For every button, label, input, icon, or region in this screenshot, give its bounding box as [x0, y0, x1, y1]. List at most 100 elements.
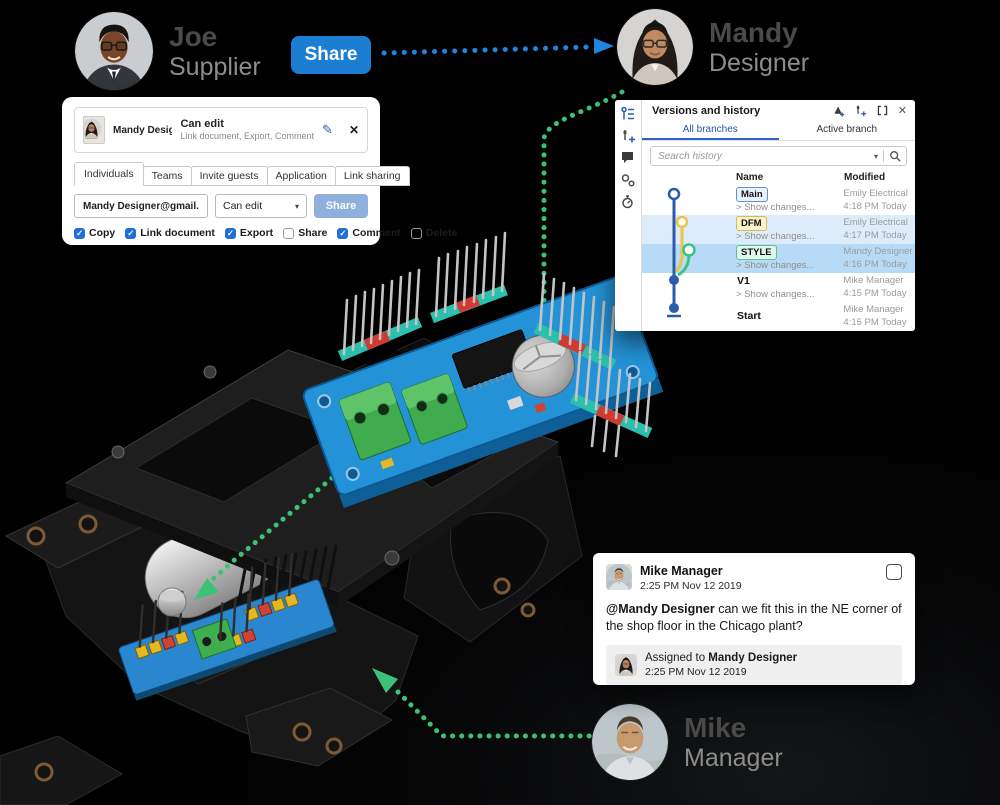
checkbox-export[interactable]: ✓ Export [224, 227, 273, 239]
joe-avatar [75, 12, 153, 90]
search-history-input[interactable] [656, 149, 869, 163]
comment-author: Mike Manager [640, 564, 723, 578]
shared-user-name: Mandy Designer@gmail.... [113, 124, 173, 136]
checkbox-box: ✓ [337, 227, 349, 239]
resolve-comment-checkbox[interactable] [886, 564, 902, 580]
version-badge: DFM [736, 216, 767, 232]
checkbox-copy[interactable]: ✓ Copy [74, 227, 115, 239]
checkbox-box: ✓ [410, 227, 422, 239]
remove-user-icon[interactable]: ✕ [348, 123, 359, 137]
checkbox-label: Copy [89, 227, 116, 239]
timer-icon[interactable] [620, 194, 636, 210]
version-row-v1[interactable]: V1 > Show changes... Mike Manager 4:15 PM… [642, 273, 915, 302]
version-badge: Main [736, 187, 768, 203]
assignment-box: Assigned to Mandy Designer 2:25 PM Nov 1… [606, 644, 902, 686]
shared-user-permission-details: Link document, Export, Comment [180, 131, 315, 142]
version-row-dfm[interactable]: DFM > Show changes... Emily Electrical 4:… [642, 215, 915, 244]
tab-label: Link sharing [343, 170, 401, 182]
checkbox-box: ✓ [74, 227, 85, 239]
dark-pin-row [236, 544, 338, 608]
mike-last-name: Manager [684, 743, 783, 772]
tab-label: Invite guests [199, 170, 259, 182]
divider [883, 150, 884, 162]
tab-invite-guests[interactable]: Invite guests [190, 166, 268, 186]
version-badge: V1 [737, 275, 750, 288]
mandy-thumb-avatar [83, 116, 105, 144]
checkbox-box: ✓ [283, 227, 295, 239]
column-modified: Modified [844, 172, 886, 184]
checkbox-delete[interactable]: ✓Delete [410, 227, 457, 239]
caret-down-icon: ▾ [294, 201, 299, 211]
show-changes-link[interactable]: > Show changes... [736, 231, 815, 243]
tab-link-sharing[interactable]: Link sharing [334, 166, 410, 186]
assignment-prefix: Assigned to [645, 651, 709, 664]
checkbox-label: Link document [140, 227, 215, 239]
version-badge: STYLE [736, 245, 777, 261]
share-arrow [381, 38, 614, 56]
mike-first-name: Mike [684, 712, 747, 744]
comments-icon[interactable] [620, 150, 636, 166]
create-version-icon[interactable] [620, 128, 636, 144]
checkbox-box: ✓ [125, 227, 137, 239]
mandy-avatar [617, 9, 693, 85]
search-icon[interactable] [889, 150, 901, 162]
panel-title: Versions and history [652, 104, 761, 117]
show-changes-link[interactable]: > Show changes... [736, 260, 815, 272]
checkbox-label: Share [298, 227, 328, 239]
checkbox-share[interactable]: ✓Share [283, 227, 327, 239]
tab-individuals[interactable]: Individuals [74, 162, 144, 186]
tab-all-branches[interactable]: All branches [642, 121, 779, 141]
branch-tabs: All branches Active branch [642, 121, 916, 142]
connector-pcb-to-internal-board [209, 387, 439, 583]
tab-label: Individuals [84, 168, 134, 180]
assignee-name: Mandy Designer [708, 651, 798, 664]
dialog-share-button[interactable]: Share [314, 194, 368, 218]
row-time: 4:18 PM Today [843, 200, 907, 212]
tab-label: Application [275, 170, 327, 182]
tab-teams[interactable]: Teams [142, 166, 192, 186]
permission-select[interactable]: Can edit ▾ [215, 194, 307, 218]
version-row-start[interactable]: Start Mike Manager 4:15 PM Today [642, 302, 915, 331]
tab-application[interactable]: Application [266, 166, 336, 186]
mike-thumb-avatar [606, 564, 632, 590]
mention-link[interactable]: @Mandy Designer [606, 601, 715, 616]
comment-timestamp: 2:25 PM Nov 12 2019 [640, 579, 742, 592]
restore-icon[interactable] [876, 104, 889, 117]
version-row-style[interactable]: STYLE > Show changes... Mandy Designer 4:… [642, 244, 915, 273]
show-changes-link[interactable]: > Show changes... [736, 202, 815, 214]
caret-down-icon[interactable]: ▾ [873, 151, 878, 161]
row-time: 4:15 PM Today [843, 316, 907, 328]
create-branch-icon[interactable] [832, 104, 845, 117]
history-search: ▾ [650, 146, 907, 166]
create-version-icon[interactable] [854, 104, 867, 117]
show-changes-link[interactable]: > Show changes... [736, 289, 815, 301]
edit-permissions-icon[interactable]: ✎ [322, 122, 333, 137]
share-email-input[interactable] [74, 194, 208, 218]
settings-gears-icon[interactable] [620, 172, 636, 188]
history-rows: Main > Show changes... Emily Electrical 4… [642, 186, 915, 331]
share-dialog: Mandy Designer@gmail.... Can edit Link d… [62, 97, 457, 245]
checkbox-label: Comment [352, 227, 401, 239]
share-dialog-tabs: Individuals Teams Invite guests Applicat… [74, 162, 410, 186]
joe-first-name: Joe [169, 21, 218, 53]
chassis-assembly [0, 330, 583, 805]
share-button[interactable]: Share [291, 36, 371, 74]
checkbox-link-document[interactable]: ✓ Link document [125, 227, 215, 239]
green-arrowhead-assembly [372, 668, 398, 693]
version-row-main[interactable]: Main > Show changes... Emily Electrical 4… [642, 186, 915, 215]
permission-checkboxes: ✓Copy ✓Link document ✓Export ✓Share ✓Com… [74, 227, 457, 239]
green-arrowhead-internal-board [194, 578, 219, 600]
close-panel-icon[interactable]: ✕ [897, 105, 907, 118]
checkbox-box: ✓ [224, 227, 236, 239]
tab-label: Teams [151, 170, 183, 182]
row-author: Mike Manager [843, 304, 904, 316]
mandy-last-name: Designer [709, 48, 810, 77]
row-time: 4:16 PM Today [843, 258, 907, 270]
connector-assembly-to-mike [395, 689, 595, 739]
tab-active-branch[interactable]: Active branch [779, 121, 916, 140]
checkbox-comment[interactable]: ✓ Comment [337, 227, 401, 239]
versions-history-icon[interactable] [620, 106, 636, 122]
tab-label: All branches [682, 124, 738, 136]
row-time: 4:17 PM Today [843, 229, 907, 241]
connector-mandy-to-pcb [541, 89, 625, 317]
